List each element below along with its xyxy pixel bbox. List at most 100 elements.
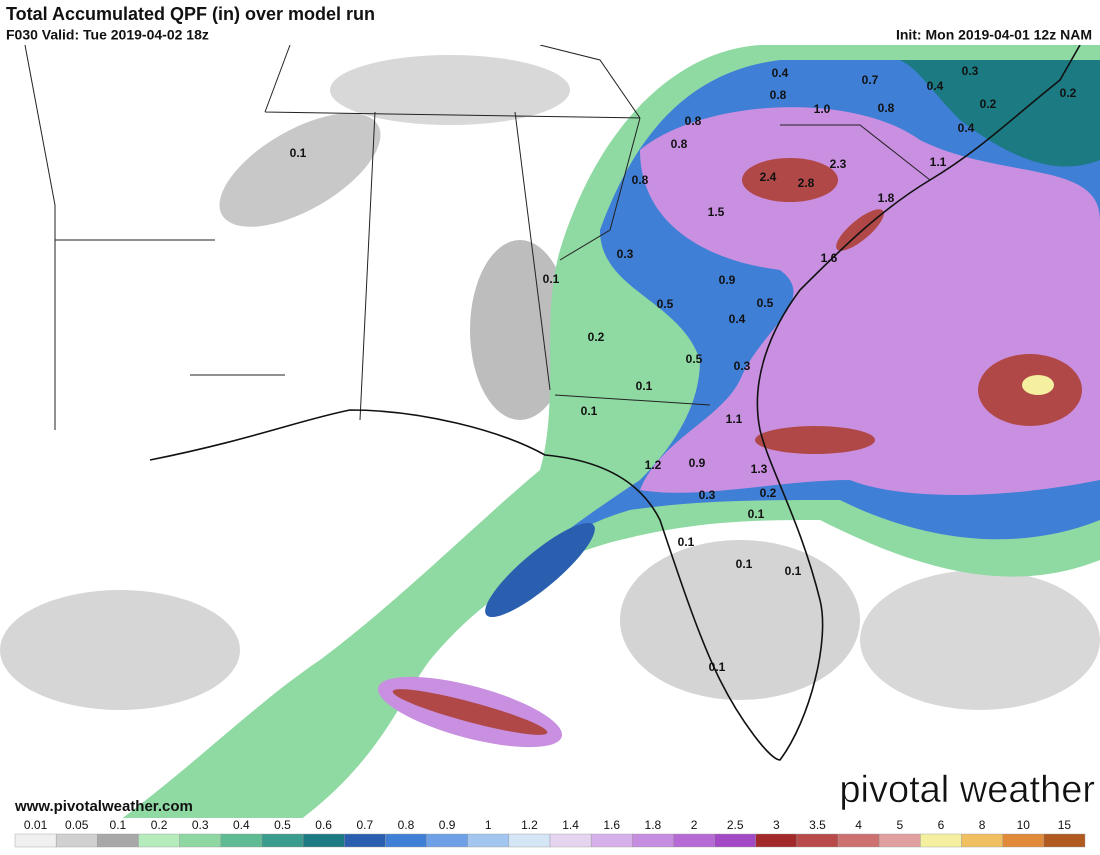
colorbar-label: 1.6 bbox=[603, 818, 620, 832]
colorbar-label: 10 bbox=[1017, 818, 1031, 832]
colorbar-swatch bbox=[796, 833, 839, 848]
map-value-label: 0.2 bbox=[588, 330, 605, 344]
colorbar-label: 1.4 bbox=[562, 818, 579, 832]
colorbar-label: 0.2 bbox=[151, 818, 168, 832]
precip-area bbox=[1022, 375, 1054, 395]
colorbar-swatch bbox=[467, 833, 510, 848]
colorbar-swatch bbox=[837, 833, 880, 848]
colorbar-label: 0.4 bbox=[233, 818, 250, 832]
map-value-label: 0.1 bbox=[636, 379, 653, 393]
init-time: Init: Mon 2019-04-01 12z NAM bbox=[896, 27, 1092, 43]
map-value-label: 1.8 bbox=[878, 191, 895, 205]
map-value-label: 0.8 bbox=[770, 88, 787, 102]
colorbar-swatch bbox=[920, 833, 962, 848]
colorbar: 0.01 0.05 0.1 0.2 0.3 0.4 0.5 0.6 0.7 0.8 0.9 1 1.2 1… bbox=[14, 818, 1086, 848]
borders bbox=[24, 44, 1081, 761]
map-value-label: 0.5 bbox=[686, 352, 703, 366]
map-value-label: 0.9 bbox=[719, 273, 736, 287]
colorbar-swatch bbox=[138, 833, 180, 848]
logo: pivotal weather bbox=[839, 769, 1095, 811]
map-value-label: 0.1 bbox=[543, 272, 560, 286]
map-value-label: 0.3 bbox=[962, 64, 979, 78]
header-bar bbox=[0, 0, 1100, 45]
map-value-label: 0.1 bbox=[748, 507, 765, 521]
colorbar-swatch bbox=[1002, 833, 1045, 848]
map-value-label: 0.5 bbox=[757, 296, 774, 310]
colorbar-label: 1 bbox=[485, 818, 492, 832]
map-value-label: 1.3 bbox=[751, 462, 768, 476]
colorbar-label: 1.2 bbox=[521, 818, 538, 832]
map-value-label: 0.8 bbox=[671, 137, 688, 151]
colorbar-swatch bbox=[179, 833, 221, 848]
colorbar-label: 0.3 bbox=[192, 818, 209, 832]
map-value-label: 0.4 bbox=[927, 79, 944, 93]
colorbar-label: 0.8 bbox=[398, 818, 415, 832]
colorbar-swatch bbox=[673, 833, 715, 848]
colorbar-label: 6 bbox=[938, 818, 945, 832]
precip-area bbox=[330, 55, 570, 125]
map-value-label: 0.3 bbox=[699, 488, 716, 502]
map-value-label: 2.4 bbox=[760, 170, 777, 184]
map-value-label: 1.6 bbox=[821, 251, 838, 265]
colorbar-label: 0.5 bbox=[274, 818, 291, 832]
map-value-label: 0.2 bbox=[760, 486, 777, 500]
precip-area bbox=[485, 522, 595, 618]
colorbar-swatch bbox=[549, 833, 592, 848]
map-value-label: 1.5 bbox=[708, 205, 725, 219]
colorbar-swatch bbox=[302, 833, 345, 848]
coastline bbox=[149, 44, 1081, 761]
title: Total Accumulated QPF (in) over model ru… bbox=[6, 4, 375, 24]
precip-area bbox=[0, 590, 240, 710]
map-value-label: 1.0 bbox=[814, 102, 831, 116]
map-value-label: 1.1 bbox=[726, 412, 743, 426]
map-value-label: 0.2 bbox=[980, 97, 997, 111]
website: www.pivotalweather.com bbox=[14, 798, 193, 815]
map-value-label: 0.4 bbox=[958, 121, 975, 135]
colorbar-label: 0.05 bbox=[65, 818, 89, 832]
precip-area bbox=[900, 60, 1100, 167]
map-value-label: 0.1 bbox=[581, 404, 598, 418]
colorbar-swatch bbox=[55, 833, 98, 848]
map-value-label: 0.3 bbox=[734, 359, 751, 373]
map-value-label: 0.2 bbox=[1060, 86, 1077, 100]
map-value-label: 0.3 bbox=[617, 247, 634, 261]
precip-area bbox=[219, 113, 381, 227]
map-value-label: 0.1 bbox=[709, 660, 726, 674]
map-value-label: 2.8 bbox=[798, 176, 815, 190]
map-value-label: 0.8 bbox=[878, 101, 895, 115]
colorbar-label: 5 bbox=[896, 818, 903, 832]
colorbar-swatch bbox=[261, 833, 304, 848]
precip-area bbox=[470, 240, 570, 420]
precip-area bbox=[836, 209, 884, 251]
colorbar-swatch bbox=[755, 833, 798, 848]
colorbar-label: 2.5 bbox=[727, 818, 744, 832]
colorbar-label: 1.8 bbox=[645, 818, 662, 832]
colorbar-label: 15 bbox=[1058, 818, 1072, 832]
map-value-label: 0.5 bbox=[657, 297, 674, 311]
map-labels: 0.4 0.7 0.3 0.4 0.8 1.0 0.8 0.2 0.2 0.1 0.8 0.8 0.4 2… bbox=[290, 64, 1077, 674]
colorbar-label: 0.9 bbox=[439, 818, 456, 832]
precip-area bbox=[860, 570, 1100, 710]
colorbar-swatch bbox=[344, 833, 386, 848]
precip-area bbox=[742, 158, 838, 202]
precip-area bbox=[392, 689, 548, 735]
map-value-label: 0.8 bbox=[685, 114, 702, 128]
map-value-label: 0.8 bbox=[632, 173, 649, 187]
precip-field bbox=[0, 45, 1100, 820]
colorbar-label: 0.1 bbox=[110, 818, 127, 832]
map-value-label: 0.7 bbox=[862, 73, 879, 87]
colorbar-label: 3 bbox=[773, 818, 780, 832]
colorbar-swatch bbox=[97, 833, 139, 848]
map-value-label: 0.4 bbox=[729, 312, 746, 326]
colorbar-swatch bbox=[1043, 833, 1086, 848]
colorbar-swatch bbox=[385, 833, 427, 848]
map-value-label: 1.1 bbox=[930, 155, 947, 169]
colorbar-label: 2 bbox=[691, 818, 698, 832]
map-value-label: 0.1 bbox=[290, 146, 307, 160]
colorbar-label: 8 bbox=[979, 818, 986, 832]
colorbar-swatch bbox=[632, 833, 674, 848]
precip-area bbox=[755, 426, 875, 454]
colorbar-swatch bbox=[879, 833, 921, 848]
